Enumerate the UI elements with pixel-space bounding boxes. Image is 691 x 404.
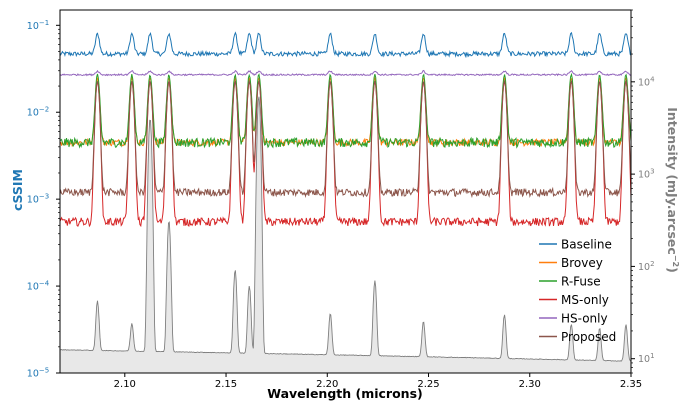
legend-label-hs-only: HS-only <box>561 312 608 326</box>
legend-label-baseline: Baseline <box>561 238 612 252</box>
r-fuse-series-line <box>60 72 631 149</box>
x-tick-label: 2.30 <box>519 379 541 390</box>
baseline-series-line <box>60 31 631 59</box>
plot-area <box>60 31 631 373</box>
x-tick-label: 2.20 <box>316 379 338 390</box>
ms-only-series-line <box>60 79 631 228</box>
left-axis-label: cSSIM <box>10 169 25 211</box>
x-axis-label: Wavelength (microns) <box>267 386 422 401</box>
x-tick-label: 2.25 <box>417 379 439 390</box>
right-tick-label: 104 <box>638 75 655 88</box>
x-tick-label: 2.10 <box>114 379 136 390</box>
plot-frame <box>59 9 632 374</box>
left-tick-label: 10−3 <box>27 193 49 206</box>
legend-label-proposed: Proposed <box>561 330 616 344</box>
right-axis-label-exponent: −2 <box>671 255 680 267</box>
intensity-series-line <box>60 96 631 362</box>
right-tick-label: 103 <box>638 168 655 181</box>
x-tick-label: 2.35 <box>620 379 642 390</box>
legend-label-ms-only: MS-only <box>561 293 609 307</box>
right-tick-label: 102 <box>638 260 655 273</box>
right-tick-label: 101 <box>638 352 655 365</box>
legend: Baseline Brovey R-Fuse MS-only HS-only Propos… <box>539 238 616 344</box>
right-axis-label-close: ) <box>665 267 680 273</box>
proposed-series-line <box>60 79 631 199</box>
legend-label-brovey: Brovey <box>561 256 603 270</box>
x-tick-label: 2.15 <box>215 379 237 390</box>
left-tick-label: 10−1 <box>27 19 49 32</box>
left-tick-label: 10−5 <box>27 367 49 380</box>
legend-label-r-fuse: R-Fuse <box>561 275 601 289</box>
right-axis-label: Intensity (mJy.arcsec−2) <box>665 107 680 273</box>
left-tick-label: 10−2 <box>27 106 49 119</box>
hs-only-series-line <box>60 69 631 77</box>
axes: 2.10 2.15 2.20 2.25 2.30 2.35 10−1 10−2 10−3 10−4… <box>27 9 655 390</box>
left-tick-label: 10−4 <box>27 280 50 293</box>
